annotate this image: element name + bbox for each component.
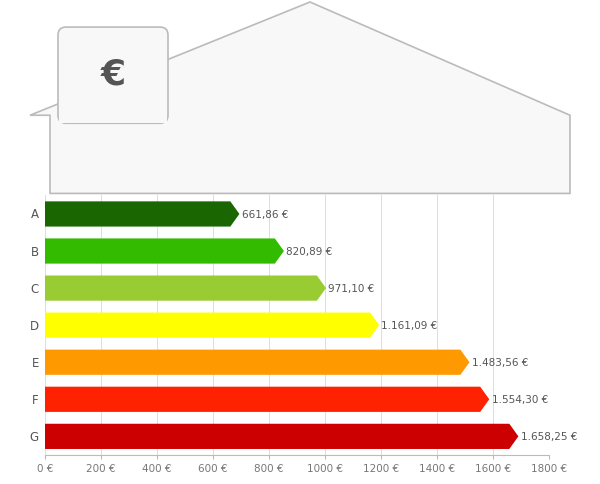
Polygon shape [45, 350, 469, 375]
Text: 1.658,25 €: 1.658,25 € [521, 431, 577, 441]
Text: C: C [31, 282, 39, 295]
Text: F: F [32, 393, 39, 406]
Text: 661,86 €: 661,86 € [242, 210, 288, 220]
Polygon shape [30, 3, 570, 194]
Text: 1.483,56 €: 1.483,56 € [472, 358, 528, 367]
Text: D: D [30, 319, 39, 332]
Text: 1.554,30 €: 1.554,30 € [491, 394, 548, 405]
Text: €: € [100, 57, 125, 91]
Polygon shape [45, 202, 239, 227]
Polygon shape [45, 276, 326, 301]
Polygon shape [45, 239, 284, 264]
Bar [59, 109, 167, 124]
Text: B: B [31, 245, 39, 258]
Text: G: G [30, 430, 39, 443]
Polygon shape [45, 424, 518, 449]
Text: A: A [31, 208, 39, 221]
FancyBboxPatch shape [58, 28, 168, 124]
Text: E: E [32, 356, 39, 369]
Polygon shape [45, 313, 379, 338]
Text: 971,10 €: 971,10 € [328, 284, 374, 293]
Text: 820,89 €: 820,89 € [286, 246, 332, 257]
Polygon shape [45, 387, 489, 412]
Text: 1.161,09 €: 1.161,09 € [382, 320, 437, 331]
